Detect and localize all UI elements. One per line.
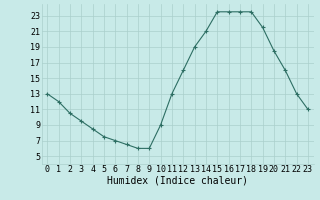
X-axis label: Humidex (Indice chaleur): Humidex (Indice chaleur): [107, 176, 248, 186]
